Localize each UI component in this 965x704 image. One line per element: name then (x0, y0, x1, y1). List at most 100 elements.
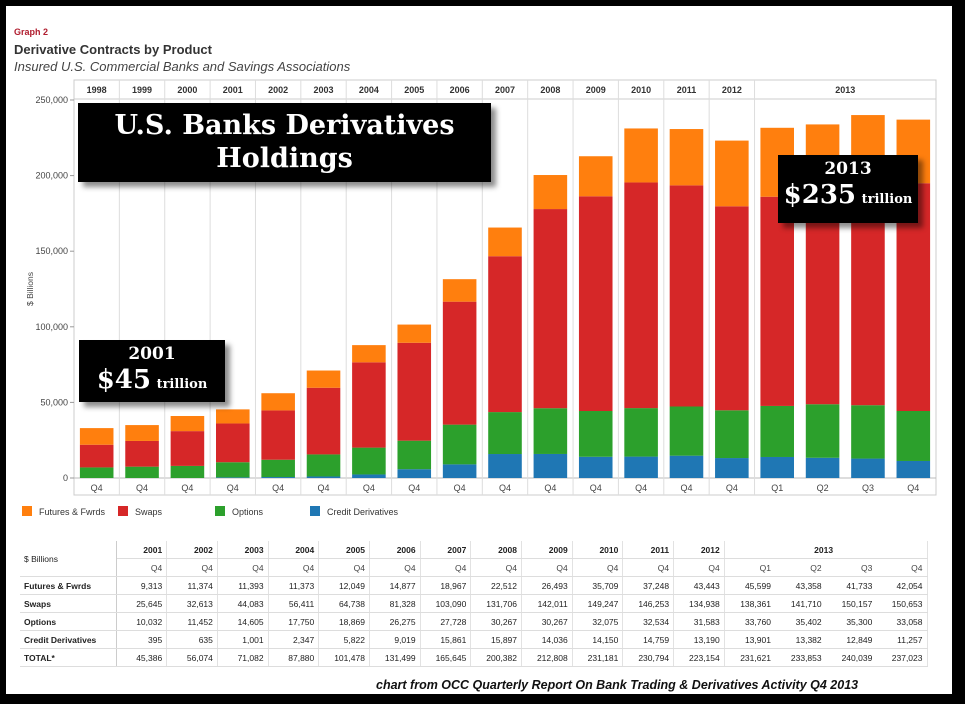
bar-segment-swaps (352, 362, 386, 448)
legend-item-credit: Credit Derivatives (310, 506, 398, 517)
table-cell: 56,411 (268, 594, 320, 613)
bar-segment-credit (578, 456, 613, 478)
table-cell: 41,733 (825, 576, 877, 595)
year-group-label: 1998 (87, 85, 107, 95)
table-cell: 18,967 (420, 576, 472, 595)
table-cell: 30,267 (521, 612, 573, 631)
table-cell: 43,358 (774, 576, 826, 595)
table-cell: 2,347 (268, 630, 320, 649)
table-cell: 212,808 (521, 648, 573, 667)
year-group-label: 2011 (677, 85, 697, 95)
table-quarter-header: Q4 (470, 558, 522, 577)
bar-segment-swaps (578, 196, 613, 412)
table-year-header: 2007 (420, 541, 472, 559)
x-tick-label: Q4 (499, 483, 511, 493)
table-year-header: 2006 (369, 541, 421, 559)
table-cell: 35,300 (825, 612, 877, 631)
bar-segment-swaps (306, 387, 341, 455)
table-cell: 131,706 (470, 594, 522, 613)
bar-segment-swaps (488, 256, 522, 413)
table-cell: 64,738 (318, 594, 370, 613)
table-row-label: TOTAL* (20, 648, 117, 667)
table-quarter-header: Q4 (318, 558, 370, 577)
source-footnote: chart from OCC Quarterly Report On Bank … (376, 678, 859, 692)
table-cell: 11,374 (166, 576, 218, 595)
bar-segment-futures (578, 156, 613, 197)
table-cell: 9,019 (369, 630, 421, 649)
table-cell: 13,901 (724, 630, 775, 649)
x-tick-label: Q3 (862, 483, 874, 493)
bar-segment-options (851, 405, 885, 459)
table-year-header: 2013 (724, 541, 928, 559)
bar-segment-swaps (397, 342, 432, 441)
bar-segment-futures (125, 425, 159, 441)
table-cell: 12,049 (318, 576, 370, 595)
bar-segment-credit (488, 454, 522, 478)
table-cell: 231,621 (724, 648, 775, 667)
bar-segment-credit (533, 453, 568, 478)
table-cell: 395 (116, 630, 168, 649)
table-cell: 32,613 (166, 594, 218, 613)
year-group-label: 2007 (495, 85, 515, 95)
bar-segment-swaps (170, 431, 205, 466)
bar-segment-credit (442, 464, 477, 478)
table-year-header: 2003 (217, 541, 269, 559)
table-quarter-row: Q4 Q4 Q4 Q4 Q4 Q4 Q4 Q4 Q4 Q4 Q4 Q4 Q1 Q2 Q3 Q4 (20, 558, 928, 577)
table-row: Swaps 25,645 32,613 44,083 56,411 64,738 81,32… (20, 594, 928, 613)
bar-segment-futures (624, 128, 658, 183)
table-year-header: 2005 (318, 541, 370, 559)
bar-segment-futures (216, 409, 250, 424)
table-quarter-header: Q4 (369, 558, 421, 577)
bar-segment-swaps (79, 444, 114, 468)
x-tick-label: Q4 (635, 483, 647, 493)
bar-segment-credit (896, 460, 931, 478)
bar-segment-swaps (125, 440, 159, 467)
callout-2013-amount: $235 (783, 180, 857, 210)
year-group-label: 2013 (835, 85, 855, 95)
table-cell: 240,039 (825, 648, 877, 667)
table-row: Credit Derivatives 395 635 1,001 2,347 5,822 9… (20, 630, 928, 649)
bar-segment-futures (397, 324, 432, 343)
bar-segment-credit (851, 458, 885, 478)
x-tick-label: Q4 (408, 483, 420, 493)
year-group-label: 2008 (540, 85, 560, 95)
table-cell: 223,154 (673, 648, 725, 667)
table-quarter-header: Q4 (673, 558, 725, 577)
table-cell: 13,382 (774, 630, 826, 649)
headline-callout: U.S. Banks Derivatives Holdings (78, 103, 491, 182)
table-cell: 165,645 (420, 648, 472, 667)
table-cell: 33,058 (876, 612, 928, 631)
bar-segment-futures (442, 279, 477, 302)
x-tick-label: Q4 (454, 483, 466, 493)
legend-swatch-futures (22, 506, 32, 516)
table-cell: 87,880 (268, 648, 320, 667)
table-cell: 45,386 (116, 648, 168, 667)
y-tick-label: 50,000 (40, 397, 68, 407)
table-cell: 14,759 (622, 630, 675, 649)
table-quarter-header: Q4 (217, 558, 269, 577)
table-cell: 42,054 (876, 576, 928, 595)
table-cell: 32,075 (572, 612, 624, 631)
table-cell: 200,382 (470, 648, 522, 667)
y-tick-label: 200,000 (35, 171, 68, 181)
table-cell: 134,938 (673, 594, 725, 613)
table-quarter-header: Q3 (825, 558, 877, 577)
table-cell: 35,402 (774, 612, 826, 631)
table-row: TOTAL* 45,386 56,074 71,082 87,880 101,478 131… (20, 648, 928, 667)
table-cell: 101,478 (318, 648, 370, 667)
graph-label: Graph 2 (14, 27, 49, 37)
table-year-header: 2002 (166, 541, 218, 559)
callout-2013-year: 2013 (824, 159, 872, 179)
table-cell: 14,605 (217, 612, 269, 631)
chart-title: Derivative Contracts by Product (14, 42, 212, 57)
x-tick-label: Q4 (181, 483, 193, 493)
table-row-label: Options (20, 612, 117, 631)
legend-label-futures: Futures & Fwrds (39, 507, 106, 517)
table-cell: 44,083 (217, 594, 269, 613)
year-group-label: 2004 (359, 85, 379, 95)
bar-segment-futures (533, 175, 568, 210)
y-tick-label: 250,000 (35, 95, 68, 105)
bar-segment-futures (261, 393, 295, 411)
table-quarter-header: Q4 (521, 558, 573, 577)
table-cell: 26,275 (369, 612, 421, 631)
